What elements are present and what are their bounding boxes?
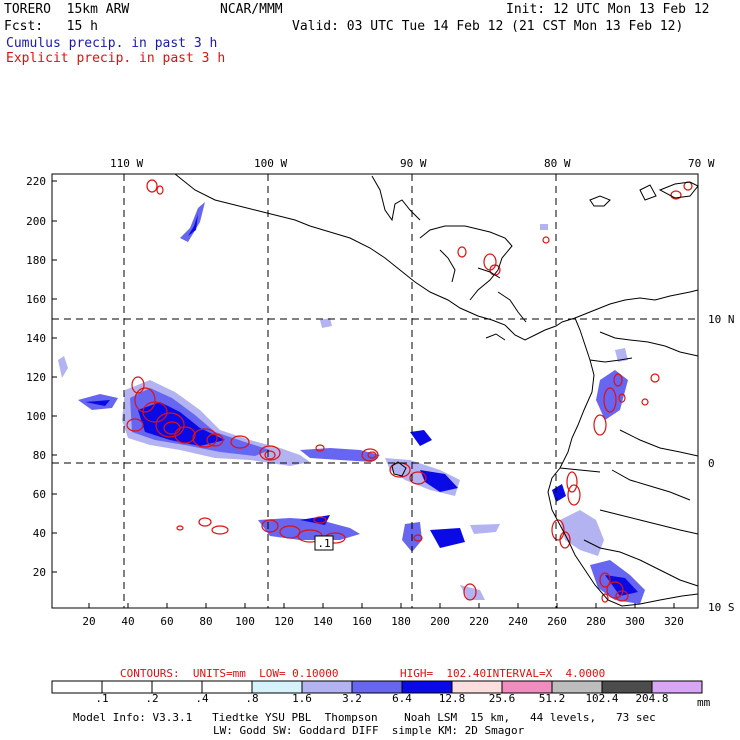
- colorbar-label: .4: [195, 692, 209, 705]
- cumulus-precip-shading: [58, 202, 645, 604]
- colorbar-label: 6.4: [392, 692, 412, 705]
- colorbar-label: 3.2: [342, 692, 362, 705]
- lon-label-80w: 80 W: [544, 157, 571, 170]
- colorbar: [51, 680, 703, 694]
- x-tick-label: 80: [199, 615, 212, 628]
- axis-ticks: [52, 180, 675, 608]
- x-tick-label: 180: [391, 615, 411, 628]
- coastlines: [174, 173, 699, 607]
- x-tick-label: 260: [547, 615, 567, 628]
- lat-label-0: 0: [708, 457, 715, 470]
- y-tick-label: 20: [33, 566, 46, 579]
- colorbar-swatch: [651, 680, 703, 694]
- x-tick-label: 100: [235, 615, 255, 628]
- y-tick-label: 60: [33, 488, 46, 501]
- lon-label-90w: 90 W: [400, 157, 427, 170]
- init-time: Init: 12 UTC Mon 13 Feb 12: [506, 2, 710, 17]
- lat-lon-grid: [52, 174, 698, 608]
- valid-time: Valid: 03 UTC Tue 14 Feb 12 (21 CST Mon …: [292, 19, 684, 34]
- y-tick-label: 120: [26, 371, 46, 384]
- x-tick-label: 220: [469, 615, 489, 628]
- lat-label-10n: 10 N: [708, 313, 735, 326]
- colorbar-label: .2: [145, 692, 159, 705]
- x-tick-label: 40: [121, 615, 134, 628]
- contour-high: HIGH= 102.40: [400, 667, 487, 680]
- colorbar-unit: mm: [697, 696, 711, 709]
- y-tick-label: 200: [26, 215, 46, 228]
- x-tick-label: 120: [274, 615, 294, 628]
- y-tick-label: 220: [26, 175, 46, 188]
- physics-info: LW: Godd SW: Goddard DIFF simple KM: 2D …: [213, 724, 525, 737]
- colorbar-label: 102.4: [585, 692, 619, 705]
- lon-label-100w: 100 W: [254, 157, 287, 170]
- model-info: Model Info: V3.3.1 Tiedtke YSU PBL Thomp…: [73, 711, 656, 724]
- x-tick-label: 160: [352, 615, 372, 628]
- explicit-precip-contours: [126, 179, 693, 603]
- contour-units: CONTOURS: UNITS=mm LOW= 0.10000: [120, 667, 339, 680]
- colorbar-label: 25.6: [488, 692, 516, 705]
- lat-label-10s: 10 S: [708, 601, 735, 614]
- field-explicit-label: Explicit precip. in past 3 h: [6, 51, 226, 66]
- model-name: TORERO 15km ARW: [4, 2, 130, 17]
- axis-labels: 110 W 100 W 90 W 80 W 70 W 10 N 0 10 S 2…: [26, 157, 734, 628]
- x-tick-label: 300: [625, 615, 645, 628]
- x-tick-label: 20: [82, 615, 95, 628]
- colorbar-label: .8: [245, 692, 259, 705]
- x-tick-label: 200: [430, 615, 450, 628]
- x-tick-label: 240: [508, 615, 528, 628]
- lon-label-110w: 110 W: [110, 157, 143, 170]
- colorbar-label: 51.2: [538, 692, 566, 705]
- x-tick-label: 320: [664, 615, 684, 628]
- forecast-hour: Fcst: 15 h: [4, 19, 98, 34]
- map-frame: [51, 173, 699, 609]
- institution: NCAR/MMM: [220, 2, 283, 17]
- colorbar-label: 1.6: [292, 692, 312, 705]
- colorbar-label: 12.8: [438, 692, 466, 705]
- field-cumulus-label: Cumulus precip. in past 3 h: [6, 36, 218, 51]
- y-tick-label: 80: [33, 449, 46, 462]
- y-tick-label: 140: [26, 332, 46, 345]
- x-tick-label: 140: [313, 615, 333, 628]
- contour-interval: INTERVAL=X 4.0000: [486, 667, 606, 680]
- x-tick-label: 280: [586, 615, 606, 628]
- colorbar-label: 204.8: [635, 692, 669, 705]
- y-tick-label: 40: [33, 527, 46, 540]
- max-value-marker: .1: [314, 535, 334, 551]
- x-tick-label: 60: [160, 615, 173, 628]
- max-value-label: .1: [317, 537, 330, 550]
- colorbar-label: .1: [95, 692, 109, 705]
- lon-label-70w: 70 W: [688, 157, 715, 170]
- y-tick-label: 180: [26, 254, 46, 267]
- y-tick-label: 160: [26, 293, 46, 306]
- y-tick-label: 100: [26, 410, 46, 423]
